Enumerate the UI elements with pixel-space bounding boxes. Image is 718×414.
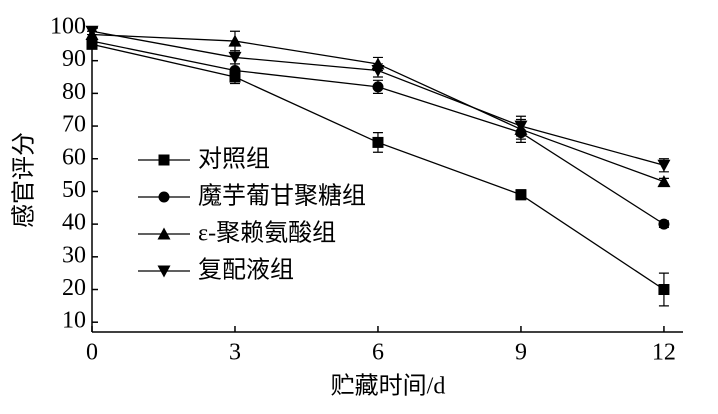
x-tick-label: 3 bbox=[229, 340, 241, 366]
legend-label: ε-聚赖氨酸组 bbox=[198, 220, 336, 247]
y-tick-label: 80 bbox=[62, 79, 86, 105]
marker bbox=[85, 25, 99, 38]
legend-label: 对照组 bbox=[198, 146, 270, 173]
marker bbox=[657, 175, 671, 188]
y-tick-label: 10 bbox=[62, 308, 86, 334]
marker bbox=[158, 191, 170, 203]
marker bbox=[372, 136, 384, 148]
legend-label: 复配液组 bbox=[198, 257, 294, 284]
marker bbox=[515, 189, 527, 201]
x-tick-label: 6 bbox=[372, 340, 384, 366]
x-tick-label: 9 bbox=[515, 340, 527, 366]
marker bbox=[157, 265, 171, 278]
x-tick-label: 12 bbox=[652, 340, 676, 366]
legend-label: 魔芋葡甘聚糖组 bbox=[198, 183, 366, 210]
y-tick-label: 100 bbox=[50, 14, 86, 40]
y-tick-label: 60 bbox=[62, 144, 86, 170]
marker bbox=[157, 227, 171, 240]
x-tick-label: 0 bbox=[86, 340, 98, 366]
y-tick-label: 20 bbox=[62, 275, 86, 301]
y-tick-label: 50 bbox=[62, 177, 86, 203]
x-axis-label: 贮藏时间/d bbox=[331, 373, 446, 400]
marker bbox=[371, 64, 385, 77]
y-tick-label: 30 bbox=[62, 242, 86, 268]
y-axis-label: 感官评分 bbox=[11, 132, 38, 228]
marker bbox=[658, 284, 670, 296]
marker bbox=[658, 218, 670, 230]
marker bbox=[229, 64, 241, 76]
marker bbox=[228, 34, 242, 47]
y-tick-label: 90 bbox=[62, 46, 86, 72]
marker bbox=[228, 51, 242, 64]
y-tick-label: 40 bbox=[62, 210, 86, 236]
marker bbox=[514, 120, 528, 133]
y-tick-label: 70 bbox=[62, 112, 86, 138]
marker bbox=[372, 81, 384, 93]
marker bbox=[657, 159, 671, 172]
marker bbox=[158, 154, 170, 166]
